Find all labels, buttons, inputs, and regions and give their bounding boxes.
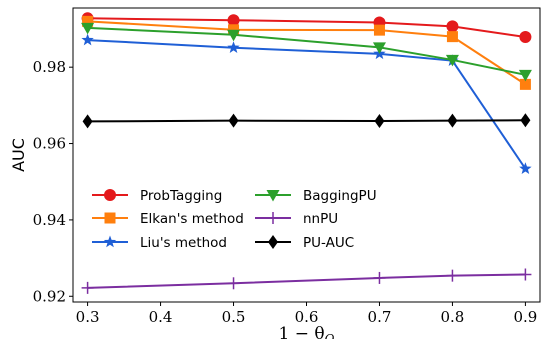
data-point-nnpu <box>227 277 240 290</box>
legend-label: BaggingPU <box>303 188 377 204</box>
data-point-pu-auc <box>374 114 385 129</box>
x-tick-label: 0.8 <box>441 308 465 326</box>
data-point-baggingpu <box>372 42 386 54</box>
legend-item-baggingpu: BaggingPU <box>255 188 377 204</box>
data-point-baggingpu <box>81 22 95 35</box>
data-point-pu-auc <box>82 114 93 129</box>
data-point-baggingpu <box>518 69 532 82</box>
x-axis-label-subscript: O <box>325 332 335 339</box>
y-tick-label: 0.98 <box>33 58 66 76</box>
series-probtagging <box>81 12 532 44</box>
series-line-probtagging <box>87 17 526 39</box>
series-line-nnpu <box>87 273 526 289</box>
data-point-elkan-s-method <box>373 24 385 36</box>
data-point-liu-s-method <box>81 33 94 46</box>
x-axis-label: 1 − θO <box>279 324 335 339</box>
legend-label: Elkan's method <box>140 211 244 227</box>
x-tick-label: 0.6 <box>295 308 319 326</box>
data-point-probtagging <box>227 14 240 27</box>
data-point-nnpu <box>519 268 532 281</box>
y-tick-label: 0.92 <box>33 287 66 305</box>
data-point-probtagging <box>446 20 459 33</box>
data-point-elkan-s-method <box>446 31 458 43</box>
legend-item-nnpu: nnPU <box>255 211 338 227</box>
legend-marker <box>267 212 279 224</box>
y-tick-label: 0.96 <box>33 135 66 153</box>
legend-marker <box>104 189 116 201</box>
series-nnpu <box>81 268 532 294</box>
legend-item-elkan-s-method: Elkan's method <box>92 211 244 227</box>
x-tick-label: 0.3 <box>76 308 100 326</box>
legend-label: PU-AUC <box>303 235 354 251</box>
legend-marker <box>104 212 116 224</box>
legend-item-pu-auc: PU-AUC <box>255 235 354 251</box>
y-axis-label: AUC <box>9 138 28 172</box>
x-tick-label: 0.4 <box>149 308 173 326</box>
legend-item-probtagging: ProbTagging <box>92 188 222 204</box>
data-point-nnpu <box>373 271 386 284</box>
data-point-probtagging <box>519 31 532 44</box>
legend-label: Liu's method <box>140 235 227 251</box>
data-point-nnpu <box>446 269 459 282</box>
legend-marker <box>266 190 280 202</box>
x-axis-label-main: 1 − θ <box>279 324 325 339</box>
data-point-elkan-s-method <box>82 15 94 27</box>
legend-label: nnPU <box>303 211 338 227</box>
data-point-elkan-s-method <box>519 78 531 90</box>
series-layer <box>81 12 532 294</box>
x-tick-label: 0.5 <box>222 308 246 326</box>
data-point-liu-s-method <box>519 162 532 174</box>
legend-marker <box>103 235 117 248</box>
legend: ProbTagging Elkan's method Liu's method Bag… <box>92 188 377 251</box>
data-point-nnpu <box>81 281 94 294</box>
legend-item-liu-s-method: Liu's method <box>92 235 227 251</box>
data-point-baggingpu <box>445 54 459 67</box>
data-point-pu-auc <box>520 113 531 128</box>
x-tick-label: 0.9 <box>513 308 537 326</box>
y-tick-label: 0.94 <box>33 211 66 229</box>
series-baggingpu <box>81 22 532 82</box>
data-point-pu-auc <box>228 113 239 128</box>
data-point-baggingpu <box>227 29 241 42</box>
series-pu-auc <box>82 113 531 129</box>
data-point-liu-s-method <box>227 41 240 53</box>
series-line-liu-s-method <box>87 39 527 170</box>
ticks-layer: 0.3 0.4 0.5 0.6 0.7 0.8 0.9 0.92 0.94 0.96 0.98 <box>33 58 538 326</box>
legend-label: ProbTagging <box>140 188 222 204</box>
legend-marker <box>268 235 278 249</box>
data-point-pu-auc <box>447 113 458 128</box>
plot-frame <box>72 7 541 303</box>
series-line-pu-auc <box>87 119 526 123</box>
series-liu-s-method <box>81 33 532 174</box>
x-tick-label: 0.7 <box>368 308 392 326</box>
